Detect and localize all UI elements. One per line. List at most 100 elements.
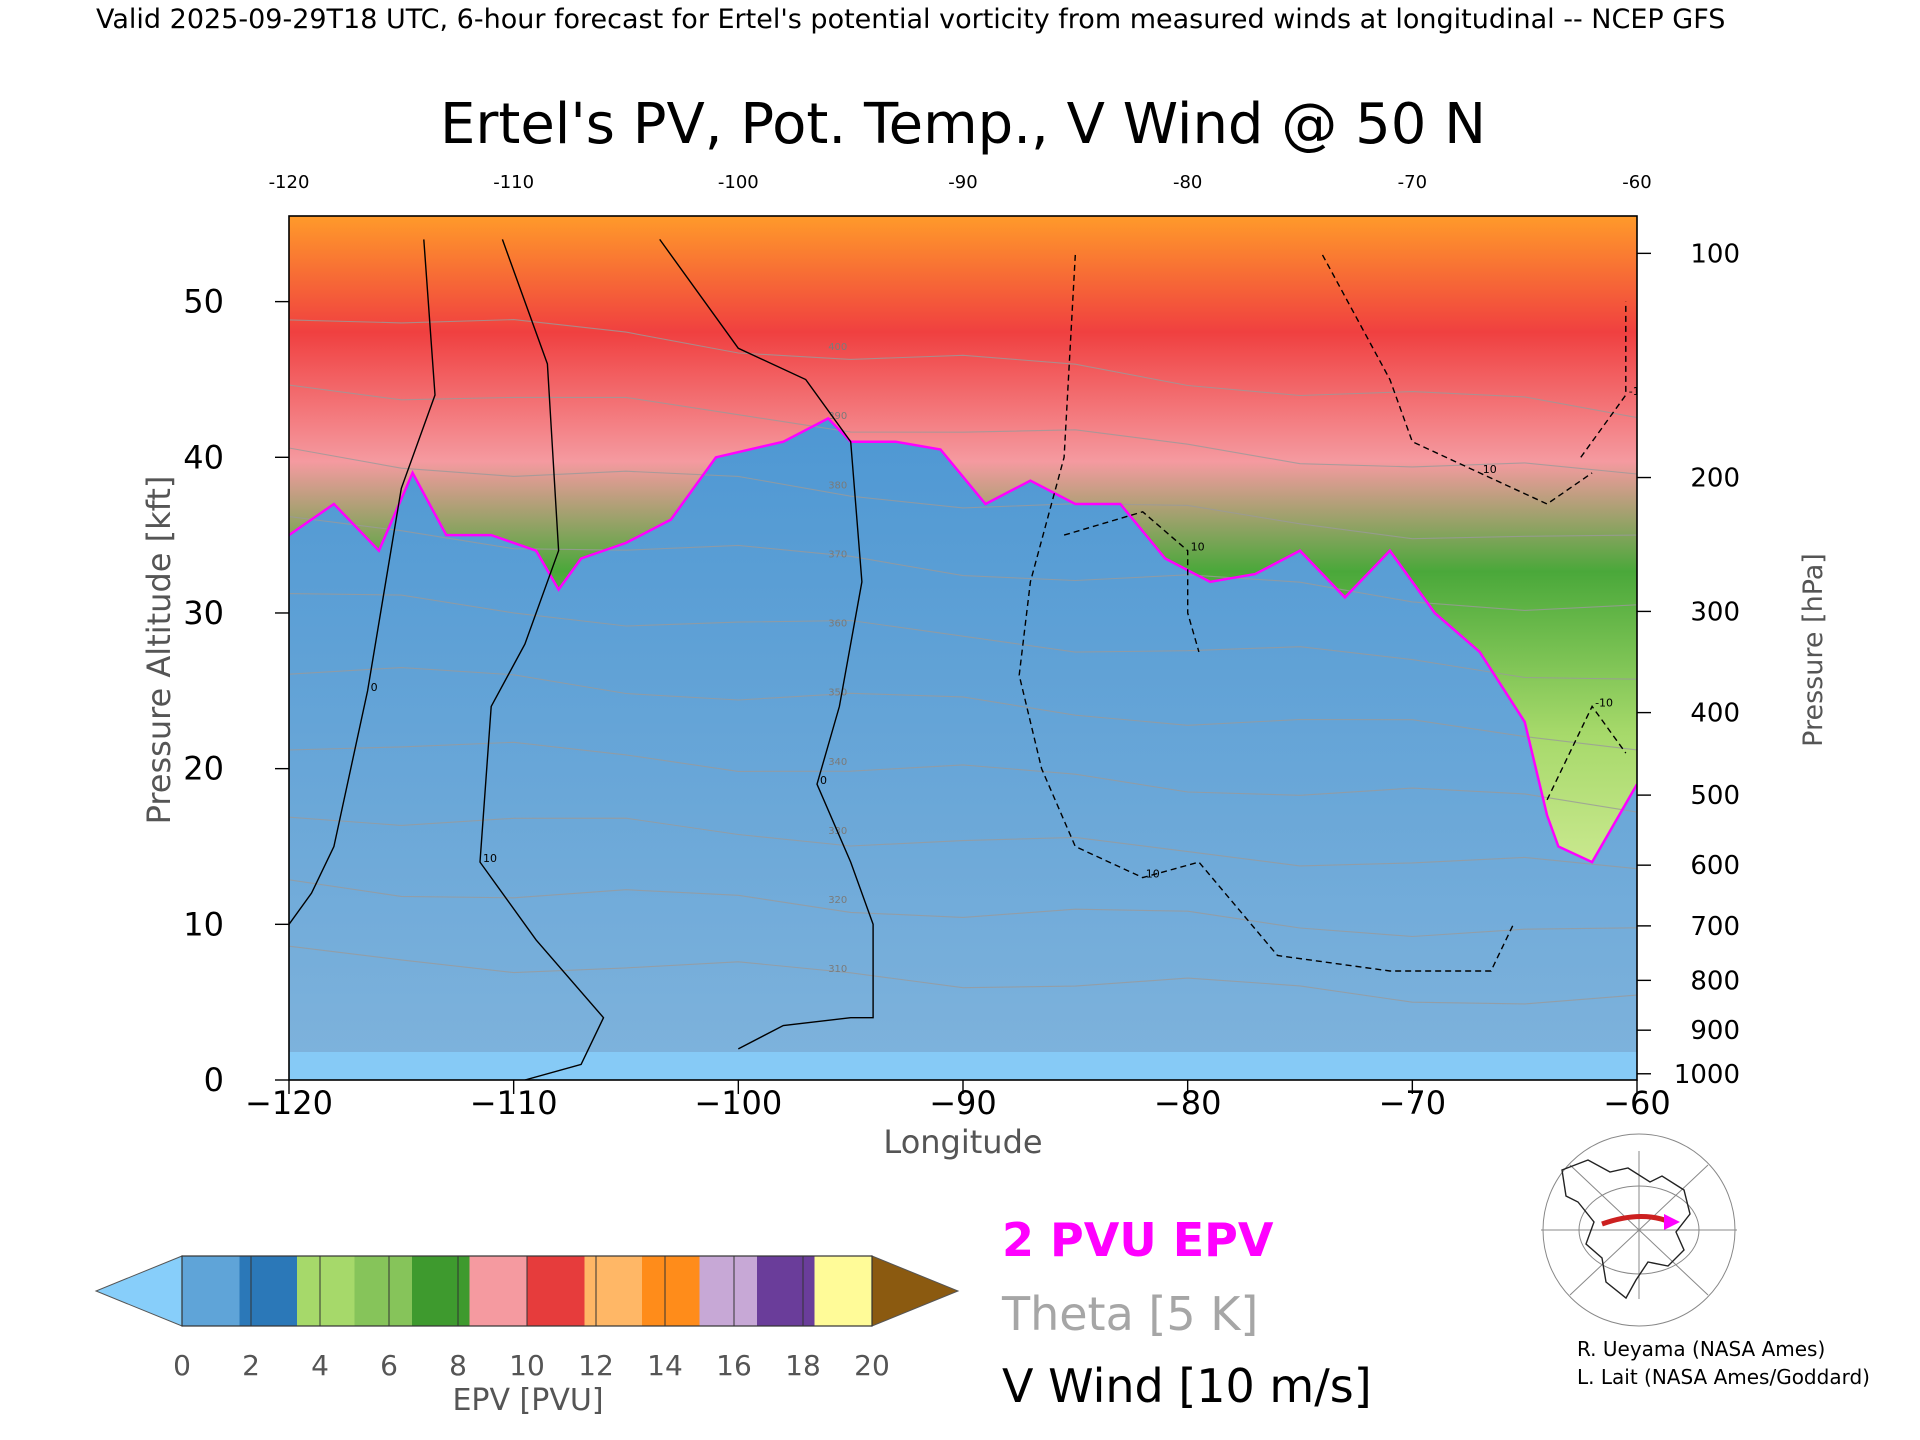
theta-contour-370	[289, 516, 1637, 611]
pressure-axis-label: Pressure [hPa]	[1798, 553, 1829, 747]
y-axis: 0 10 20 30 40 50	[183, 283, 289, 1099]
theta-contour-label: 310	[828, 964, 847, 975]
pressure-axis: 100 200 300 400 500 600 700 800 900 1000	[1637, 239, 1740, 1090]
legend: 2 PVU EPV Theta [5 K] V Wind [10 m/s]	[1001, 1213, 1372, 1413]
colorbar-swatch	[757, 1256, 815, 1326]
theta-contour-label: 360	[828, 619, 847, 630]
colorbar-swatch	[469, 1256, 528, 1326]
credit-line-1: R. Ueyama (NASA Ames)	[1577, 1337, 1825, 1361]
colorbar-under-arrow	[94, 1255, 183, 1327]
v-wind-contour-label: 10	[1146, 868, 1160, 881]
v-wind-contour-label: 0	[371, 681, 378, 694]
pv-2-contour	[289, 416, 1637, 864]
pressure-tick-label: 800	[1690, 966, 1740, 996]
top-tick-label: -60	[1622, 172, 1651, 193]
v-wind-contour-4	[1063, 511, 1200, 653]
theta-contour-310	[289, 945, 1637, 1005]
top-tick-label: -70	[1398, 172, 1427, 193]
top-tick-label: -80	[1173, 172, 1202, 193]
y-axis-label: Pressure Altitude [kft]	[140, 476, 178, 825]
colorbar-swatch	[239, 1256, 298, 1326]
legend-item-vwind: V Wind [10 m/s]	[1002, 1359, 1372, 1413]
top-x-axis: -120 -110 -100 -90 -80 -70 -60	[269, 172, 1652, 193]
x-axis-label: Longitude	[883, 1123, 1042, 1161]
v-wind-contour-0	[659, 238, 874, 1050]
colorbar-swatch	[814, 1256, 873, 1326]
colorbar-swatch	[354, 1256, 413, 1326]
colorbar-swatch	[297, 1256, 355, 1326]
v-wind-contours: 0 10 0 10 10 10 -10 -10	[289, 238, 1647, 1080]
colorbar-tick-label: 16	[716, 1349, 752, 1382]
colorbar-swatch	[699, 1256, 758, 1326]
credit-line-2: L. Lait (NASA Ames/Goddard)	[1577, 1365, 1870, 1389]
colorbar-label: EPV [PVU]	[452, 1383, 603, 1418]
colorbar-tick-label: 18	[785, 1349, 821, 1382]
y-tick-label: 0	[204, 1061, 224, 1099]
pressure-tick-label: 500	[1690, 781, 1740, 811]
colorbar-swatch	[182, 1256, 240, 1326]
top-tick-label: -120	[269, 172, 310, 193]
theta-contour-350	[289, 667, 1637, 751]
v-wind-contour-label: 10	[1483, 463, 1497, 476]
colorbar-tick-label: 20	[854, 1349, 890, 1382]
theta-contour-380	[289, 447, 1637, 540]
y-tick-label: 40	[183, 438, 224, 476]
v-wind-contour-3	[1018, 254, 1515, 972]
pressure-tick-label: 400	[1690, 699, 1740, 729]
theta-contour-label: 400	[828, 342, 847, 353]
theta-contour-330	[289, 816, 1637, 870]
v-wind-contour-6	[1580, 301, 1627, 458]
top-tick-label: -110	[493, 172, 534, 193]
colorbar-tick-label: 14	[647, 1349, 683, 1382]
x-tick-label: −60	[1603, 1084, 1671, 1122]
v-wind-contour-5	[1321, 254, 1593, 505]
v-wind-contour-label: 0	[820, 774, 827, 787]
colorbar-tick-label: 2	[242, 1349, 260, 1382]
y-tick-label: 30	[183, 594, 224, 632]
valid-time-header: Valid 2025-09-29T18 UTC, 6-hour forecast…	[96, 4, 1725, 35]
legend-item-theta: Theta [5 K]	[1001, 1287, 1258, 1341]
theta-contour-label: 350	[828, 688, 847, 699]
theta-contour-340	[289, 741, 1637, 813]
colorbar-over-arrow	[871, 1255, 960, 1327]
colorbar: 0 2 4 6 8 10 12 14 16 18 20	[94, 1255, 960, 1382]
stratosphere-field	[289, 216, 1637, 863]
location-inset-map	[1541, 1133, 1737, 1327]
v-wind-contour-label: -10	[1629, 385, 1647, 398]
x-tick-label: −110	[470, 1084, 558, 1122]
pressure-tick-label: 100	[1690, 239, 1740, 269]
x-tick-label: −70	[1379, 1084, 1447, 1122]
chart-title: Ertel's PV, Pot. Temp., V Wind @ 50 N	[440, 92, 1486, 157]
theta-contour-390	[289, 384, 1637, 475]
theta-contour-320	[289, 879, 1637, 938]
y-tick-label: 10	[183, 905, 224, 943]
x-tick-label: −120	[245, 1084, 333, 1122]
colorbar-swatch	[527, 1256, 585, 1326]
theta-contour-label: 380	[828, 480, 847, 491]
colorbar-swatch	[584, 1256, 643, 1326]
theta-contour-360	[289, 593, 1637, 680]
theta-contour-label: 340	[828, 757, 847, 768]
v-wind-contour-7	[1546, 705, 1627, 801]
colorbar-tick-label: 0	[173, 1349, 191, 1382]
colorbar-tick-label: 12	[578, 1349, 614, 1382]
top-tick-label: -90	[948, 172, 977, 193]
v-wind-contour-label: -10	[1595, 696, 1613, 709]
x-tick-label: −90	[929, 1084, 997, 1122]
colorbar-tick-label: 4	[311, 1349, 329, 1382]
theta-contour-label: 370	[828, 549, 847, 560]
x-axis: −120 −110 −100 −90 −80 −70 −60	[245, 1080, 1671, 1122]
colorbar-swatch	[412, 1256, 470, 1326]
legend-item-epv: 2 PVU EPV	[1002, 1213, 1274, 1267]
surface-low-pv-band	[289, 1052, 1637, 1080]
x-tick-label: −100	[694, 1084, 782, 1122]
colorbar-tick-label: 8	[449, 1349, 467, 1382]
y-tick-label: 50	[183, 283, 224, 321]
theta-contour-label: 390	[828, 411, 847, 422]
pressure-tick-label: 200	[1690, 464, 1740, 494]
v-wind-contour-label: 10	[483, 852, 497, 865]
colorbar-tick-label: 6	[380, 1349, 398, 1382]
top-tick-label: -100	[718, 172, 759, 193]
